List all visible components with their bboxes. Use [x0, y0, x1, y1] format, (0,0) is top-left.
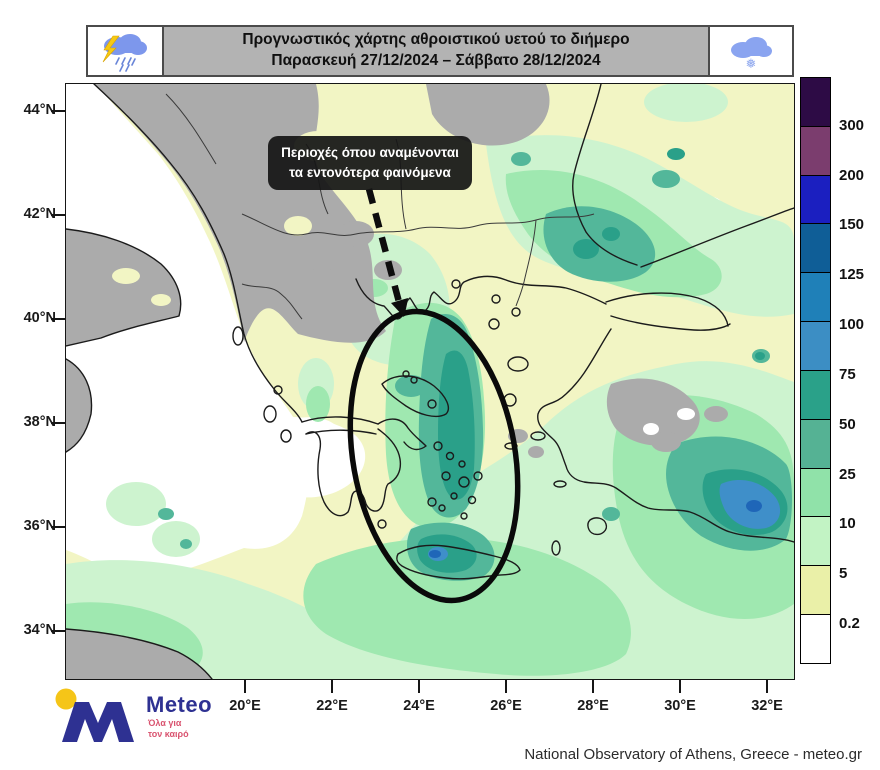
lat-tick — [51, 110, 65, 112]
lat-tick — [51, 422, 65, 424]
lat-label: 40°N — [23, 310, 56, 326]
logo-m — [62, 702, 134, 742]
colorbar-segment — [800, 223, 831, 274]
lon-label: 28°E — [577, 698, 609, 714]
colorbar-segment — [800, 272, 831, 323]
colorbar-label: 25 — [839, 465, 856, 483]
colorbar-label: 300 — [839, 116, 865, 134]
title-line-1: Προγνωστικός χάρτης αθροιστικού υετού το… — [242, 31, 630, 49]
lon-label: 20°E — [229, 698, 261, 714]
dashed-arrow — [365, 188, 408, 317]
lon-label: 26°E — [490, 698, 522, 714]
lon-tick — [766, 679, 768, 693]
logo-brand: Meteo — [146, 692, 213, 717]
storm-cloud-lightning-rain-icon — [88, 27, 164, 75]
lat-label: 42°N — [23, 206, 56, 222]
colorbar-label: 50 — [839, 415, 856, 433]
lon-tick — [505, 679, 507, 693]
snow-cloud-graphic — [731, 37, 772, 58]
colorbar-segment — [800, 369, 831, 420]
colorbar-label: 125 — [839, 266, 865, 284]
storm-cloud-graphic — [102, 34, 147, 72]
snow-cloud-icon: ❅ — [708, 27, 792, 75]
precipitation-map — [65, 83, 795, 680]
title-line-2: Παρασκευή 27/12/2024 – Σάββατο 28/12/202… — [271, 52, 601, 69]
logo-dot — [55, 688, 77, 710]
colorbar-segment — [800, 418, 831, 469]
colorbar-segment — [800, 516, 831, 567]
colorbar-segment — [800, 77, 831, 127]
colorbar-segment — [800, 467, 831, 518]
lon-tick — [331, 679, 333, 693]
annotation-callout: Περιοχές όπου αναμένονται τα εντονότερα … — [268, 136, 472, 190]
colorbar-label: 200 — [839, 166, 865, 184]
colorbar-segment — [800, 125, 831, 176]
snowflake-glyph: ❅ — [745, 56, 757, 71]
colorbar-label: 5 — [839, 565, 848, 583]
lat-tick — [51, 526, 65, 528]
attribution: National Observatory of Athens, Greece -… — [524, 746, 862, 763]
lon-label: 32°E — [751, 698, 783, 714]
lon-tick — [592, 679, 594, 693]
title-bar: Προγνωστικός χάρτης αθροιστικού υετού το… — [86, 25, 794, 77]
lon-tick — [244, 679, 246, 693]
logo-tagline: Όλα για τον καιρό — [148, 718, 189, 740]
lat-tick — [51, 630, 65, 632]
map-canvas — [66, 84, 794, 679]
lat-label: 34°N — [23, 622, 56, 638]
lon-tick — [679, 679, 681, 693]
highlight-ellipse — [347, 308, 521, 604]
colorbar-label: 100 — [839, 316, 865, 334]
colorbar-label: 10 — [839, 515, 856, 533]
colorbar-segment — [800, 614, 831, 664]
colorbar-segment — [800, 174, 831, 225]
colorbar-label: 75 — [839, 365, 856, 383]
lon-tick — [418, 679, 420, 693]
colorbar-segment — [800, 321, 831, 371]
lon-label: 22°E — [316, 698, 348, 714]
colorbar-label: 0.2 — [839, 615, 860, 633]
lat-tick — [51, 318, 65, 320]
lat-label: 44°N — [23, 102, 56, 118]
lat-label: 38°N — [23, 414, 56, 430]
lon-label: 24°E — [403, 698, 435, 714]
colorbar — [800, 77, 831, 664]
annotation-line-1: Περιοχές όπου αναμένονται — [281, 144, 459, 160]
meteo-logo: Meteo Όλα για τον καιρό — [50, 686, 240, 752]
annotation-line-2: τα εντονότερα φαινόμενα — [289, 165, 451, 180]
colorbar-label: 150 — [839, 216, 865, 234]
lat-tick — [51, 214, 65, 216]
page-title: Προγνωστικός χάρτης αθροιστικού υετού το… — [164, 27, 708, 75]
meteo-logo-mark — [55, 688, 134, 742]
colorbar-segment — [800, 565, 831, 616]
precip-100-125 — [429, 500, 762, 558]
lat-label: 36°N — [23, 518, 56, 534]
lon-label: 30°E — [664, 698, 696, 714]
